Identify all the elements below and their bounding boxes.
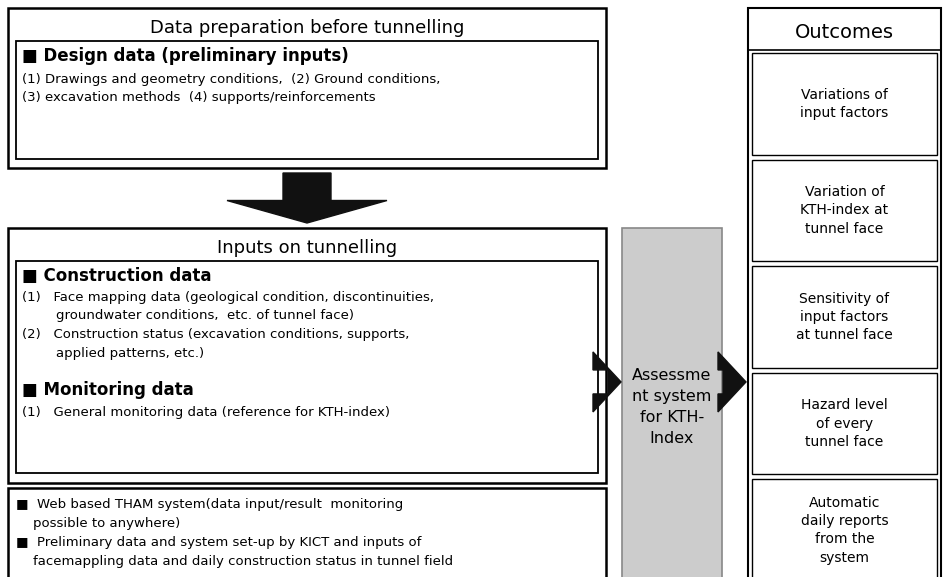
Text: Variations of
input factors: Variations of input factors [800,88,888,120]
Polygon shape [227,173,387,223]
Text: (1)   General monitoring data (reference for KTH-index): (1) General monitoring data (reference f… [22,406,390,419]
Bar [8,488,606,577]
Bar [752,266,937,368]
Bar [752,373,937,474]
Bar [752,160,937,261]
Bar [752,479,937,577]
Bar [622,228,722,577]
Text: (1) Drawings and geometry conditions,  (2) Ground conditions,
(3) excavation met: (1) Drawings and geometry conditions, (2… [22,73,440,104]
Text: Variation of
KTH-index at
tunnel face: Variation of KTH-index at tunnel face [800,185,888,236]
Text: Sensitivity of
input factors
at tunnel face: Sensitivity of input factors at tunnel f… [796,291,893,342]
Text: Data preparation before tunnelling: Data preparation before tunnelling [150,19,464,37]
Text: (1)   Face mapping data (geological condition, discontinuities,
        groundwa: (1) Face mapping data (geological condit… [22,291,434,359]
Polygon shape [593,352,621,412]
Polygon shape [718,352,746,412]
Text: Outcomes: Outcomes [795,24,894,43]
Bar [16,41,598,159]
Bar [8,8,606,168]
Bar [8,228,606,483]
Bar [752,53,937,155]
Text: ■ Design data (preliminary inputs): ■ Design data (preliminary inputs) [22,47,348,65]
Text: Hazard level
of every
tunnel face: Hazard level of every tunnel face [801,398,888,449]
Text: Assessme
nt system
for KTH-
Index: Assessme nt system for KTH- Index [632,368,712,446]
Bar [16,261,598,473]
Text: Automatic
daily reports
from the
system: Automatic daily reports from the system [801,496,888,565]
Text: ■ Construction data: ■ Construction data [22,267,212,285]
Text: ■ Monitoring data: ■ Monitoring data [22,381,194,399]
Text: ■  Web based THAM system(data input/result  monitoring
    possible to anywhere): ■ Web based THAM system(data input/resul… [16,498,453,568]
Bar [748,8,941,577]
Text: Inputs on tunnelling: Inputs on tunnelling [217,239,397,257]
